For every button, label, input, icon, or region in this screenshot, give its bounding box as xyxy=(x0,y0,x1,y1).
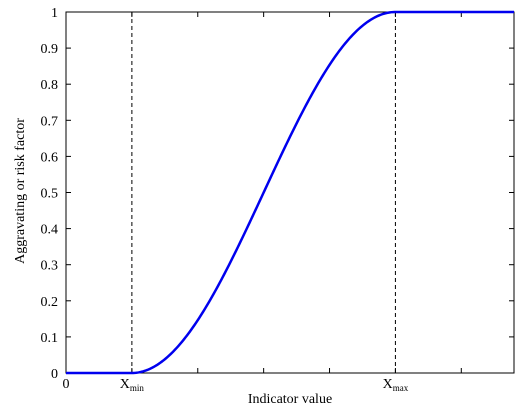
x-axis-label: Indicator value xyxy=(248,392,332,407)
series-line xyxy=(66,10,514,375)
y-tick-label: 0.4 xyxy=(41,223,59,238)
y-tick-label: 0 xyxy=(51,367,58,382)
x-tick-label: 0 xyxy=(63,377,70,392)
y-tick-label: 0.3 xyxy=(41,259,59,274)
y-axis-label: Aggravating or risk factor xyxy=(13,118,28,264)
x-tick-label: Xmin xyxy=(120,377,145,393)
y-tick-label: 0.5 xyxy=(41,187,59,202)
y-tick-label: 0.6 xyxy=(41,150,59,165)
y-tick-label: 0.9 xyxy=(41,42,59,57)
y-tick-label: 0.2 xyxy=(41,295,59,310)
y-tick-label: 0.7 xyxy=(41,114,59,129)
y-tick-label: 1 xyxy=(51,6,58,21)
y-tick-label: 0.8 xyxy=(41,78,59,93)
y-tick-label: 0.1 xyxy=(41,331,59,346)
x-tick-label: Xmax xyxy=(383,377,409,393)
